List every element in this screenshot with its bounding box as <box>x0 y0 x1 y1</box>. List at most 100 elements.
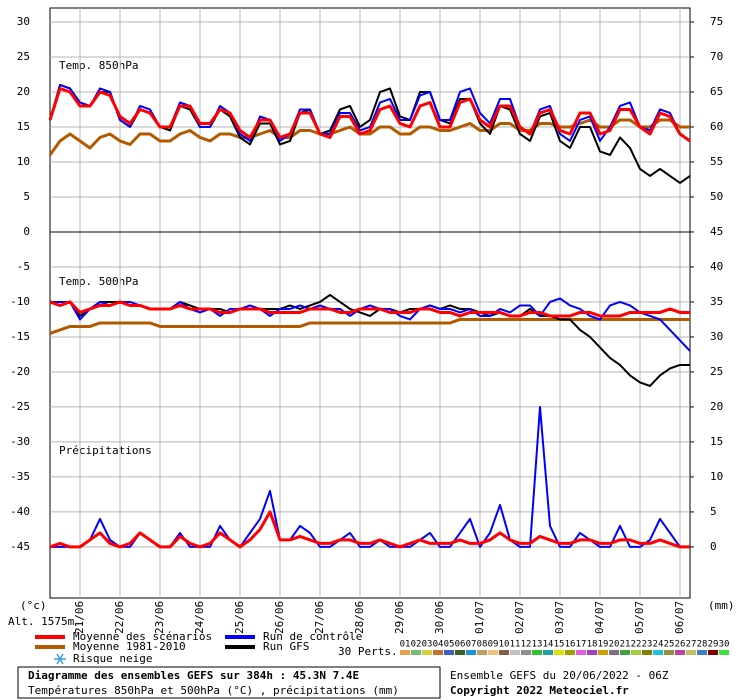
legend-label: Moyenne 1981-2010 <box>73 640 186 653</box>
pert-label: 01 <box>400 640 411 650</box>
panel-label: Précipitations <box>59 444 152 457</box>
y2-tick-label: 40 <box>710 260 723 273</box>
pert-swatch <box>653 650 663 655</box>
panel-label: Temp. 500hPa <box>59 275 138 288</box>
x-tick-label: 23/06 <box>153 601 166 634</box>
snow-label: Risque neige <box>73 652 152 665</box>
series-line <box>48 118 690 156</box>
y-tick-label: 5 <box>23 190 30 203</box>
pert-label: 10 <box>499 640 510 650</box>
pert-label: 05 <box>444 640 455 650</box>
perts-label: 30 Perts. <box>338 645 398 658</box>
pert-label: 04 <box>433 640 444 650</box>
pert-swatch <box>686 650 696 655</box>
pert-swatch <box>675 650 685 655</box>
x-tick-label: 21/06 <box>73 601 86 634</box>
snow-icon <box>54 653 66 665</box>
pert-swatch <box>554 650 564 655</box>
x-tick-label: 03/07 <box>553 601 566 634</box>
pert-label: 03 <box>422 640 433 650</box>
pert-label: 07 <box>466 640 477 650</box>
x-tick-label: 28/06 <box>353 601 366 634</box>
y2-tick-label: 50 <box>710 190 723 203</box>
plot-area <box>49 7 691 599</box>
y2-axis-label: (mm) <box>708 599 735 612</box>
pert-swatch <box>411 650 421 655</box>
y2-tick-label: 75 <box>710 15 723 28</box>
y-tick-label: -30 <box>10 435 30 448</box>
pert-swatch <box>642 650 652 655</box>
pert-label: 06 <box>455 640 466 650</box>
pert-label: 20 <box>609 640 620 650</box>
pert-swatch <box>400 650 410 655</box>
x-tick-label: 22/06 <box>113 601 126 634</box>
pert-label: 13 <box>532 640 543 650</box>
series-line <box>48 86 691 143</box>
y-tick-label: -15 <box>10 330 30 343</box>
pert-label: 12 <box>521 640 532 650</box>
legend-label: Run de contrôle <box>263 630 362 643</box>
x-tick-label: 26/06 <box>273 601 286 634</box>
pert-label: 17 <box>576 640 587 650</box>
x-tick-label: 30/06 <box>433 601 446 634</box>
y2-tick-label: 20 <box>710 400 723 413</box>
x-tick-label: 24/06 <box>193 601 206 634</box>
y2-tick-label: 70 <box>710 50 723 63</box>
y-tick-label: 0 <box>23 225 30 238</box>
x-tick-label: 27/06 <box>313 601 326 634</box>
pert-label: 09 <box>488 640 499 650</box>
pert-swatch <box>455 650 465 655</box>
y-tick-label: -5 <box>17 260 30 273</box>
legend-label: Run GFS <box>263 640 309 653</box>
x-tick-label: 01/07 <box>473 601 486 634</box>
y-tick-label: -10 <box>10 295 30 308</box>
copyright: Copyright 2022 Meteociel.fr <box>450 684 629 697</box>
y2-tick-label: 60 <box>710 120 723 133</box>
chart-subtitle: Températures 850hPa et 500hPa (°C) , pré… <box>28 684 399 697</box>
pert-swatch <box>719 650 729 655</box>
y2-tick-label: 0 <box>710 540 717 553</box>
y-tick-label: -40 <box>10 505 30 518</box>
pert-label: 02 <box>411 640 422 650</box>
pert-label: 28 <box>697 640 708 650</box>
y-tick-label: -25 <box>10 400 30 413</box>
x-tick-label: 06/07 <box>673 601 686 634</box>
pert-label: 08 <box>477 640 488 650</box>
pert-label: 15 <box>554 640 565 650</box>
pert-swatch <box>477 650 487 655</box>
pert-swatch <box>543 650 553 655</box>
y2-tick-label: 55 <box>710 155 723 168</box>
pert-swatch <box>587 650 597 655</box>
y2-tick-label: 65 <box>710 85 723 98</box>
panel-label: Temp. 850hPa <box>59 59 138 72</box>
y-tick-label: -35 <box>10 470 30 483</box>
y2-tick-label: 35 <box>710 295 723 308</box>
y-axis-label: (°c) <box>20 599 47 612</box>
y-tick-label: 15 <box>17 120 30 133</box>
x-tick-label: 04/07 <box>593 601 606 634</box>
pert-swatch <box>620 650 630 655</box>
pert-label: 22 <box>631 640 642 650</box>
y2-tick-label: 15 <box>710 435 723 448</box>
pert-label: 14 <box>543 640 554 650</box>
chart-title: Diagramme des ensembles GEFS sur 384h : … <box>28 669 359 682</box>
pert-swatch <box>631 650 641 655</box>
pert-label: 19 <box>598 640 609 650</box>
pert-swatch <box>576 650 586 655</box>
title-box <box>17 666 441 699</box>
pert-swatch <box>499 650 509 655</box>
pert-label: 18 <box>587 640 598 650</box>
pert-swatch <box>422 650 432 655</box>
pert-label: 27 <box>686 640 697 650</box>
pert-swatch <box>444 650 454 655</box>
run-label: Ensemble GEFS du 20/06/2022 - 06Z <box>450 669 669 682</box>
pert-label: 26 <box>675 640 686 650</box>
pert-swatch <box>488 650 498 655</box>
series-line <box>49 317 690 335</box>
pert-label: 23 <box>642 640 653 650</box>
pert-label: 11 <box>510 640 521 650</box>
altitude: Alt. 1575m <box>8 615 75 628</box>
pert-swatch <box>664 650 674 655</box>
pert-swatch <box>532 650 542 655</box>
